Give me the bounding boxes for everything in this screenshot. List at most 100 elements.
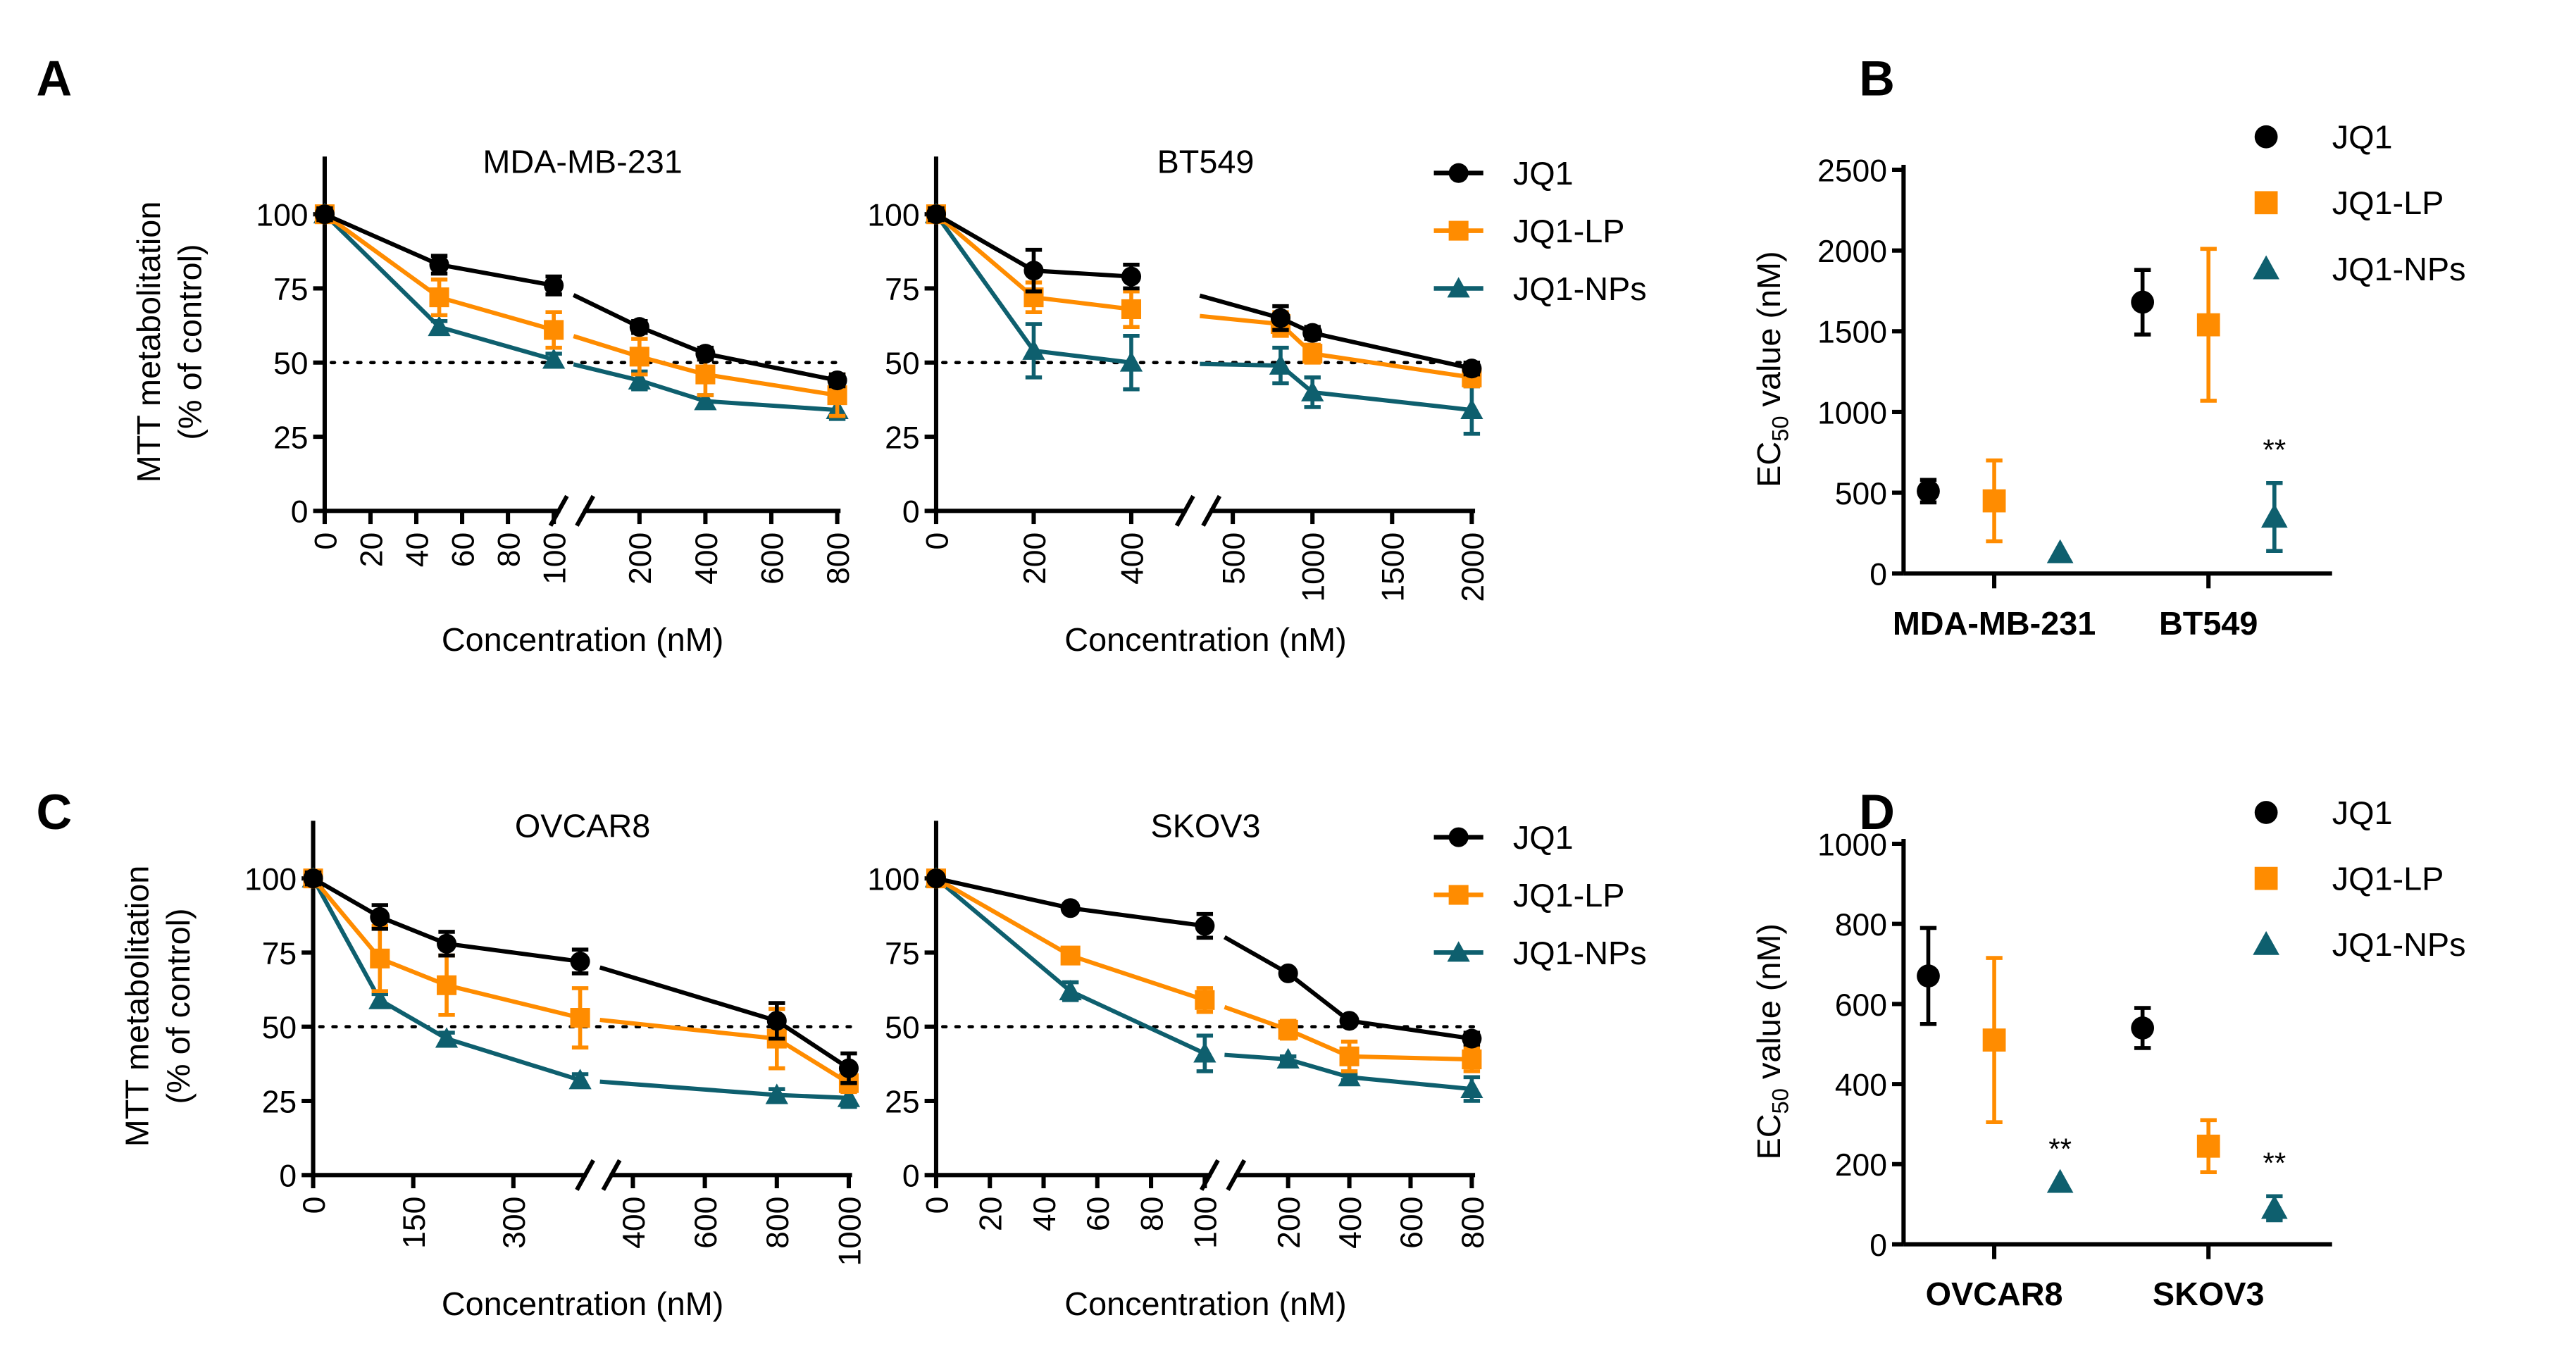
y-tick-label: 100: [867, 199, 919, 233]
y-tick-label: 25: [885, 1085, 919, 1119]
legend-label: JQ1: [2332, 795, 2393, 831]
category-label: BT549: [2159, 605, 2258, 642]
data-point: [1338, 1066, 1361, 1087]
data-point: [544, 275, 564, 296]
legend-marker: [2253, 255, 2279, 280]
y-axis-title-line2: (% of control): [171, 244, 208, 440]
series-line: [312, 876, 580, 964]
axis-break-mark: [601, 1159, 622, 1191]
data-point: [429, 287, 449, 308]
y-tick-label: 75: [262, 937, 297, 971]
data-point-jq1-nps: [2046, 539, 2074, 563]
y-tick-label: 2500: [1817, 154, 1887, 188]
x-tick-label: 800: [761, 1197, 795, 1249]
significance-annotation: **: [2263, 433, 2286, 466]
data-point: [1462, 1028, 1482, 1049]
legend-marker: [1448, 220, 1469, 241]
legend-label: JQ1-NPs: [2332, 251, 2466, 287]
y-tick-label: 50: [273, 347, 308, 381]
data-point: [694, 390, 717, 411]
series-jq1-nps: [924, 866, 1483, 1103]
legend-marker: [2254, 191, 2278, 215]
x-tick-label: 0: [920, 1197, 954, 1214]
y-tick-label: 200: [1835, 1148, 1887, 1183]
y-tick-label: 25: [885, 421, 919, 455]
y-axis-title: EC50 value (nM): [1750, 251, 1793, 487]
x-tick-label: 100: [1189, 1197, 1224, 1249]
x-tick-label: 300: [497, 1197, 532, 1249]
legend: JQ1 JQ1-LP JQ1-NPs: [2253, 795, 2465, 963]
legend: JQ1 JQ1-LP JQ1-NPs: [1433, 155, 1647, 307]
x-tick-label: 800: [821, 532, 856, 585]
line-chart-mda-mb-231: MDA-MB-231 0 25 50 75 100 MTT metabolitation (%…: [130, 144, 856, 659]
series-jq1-lp: [303, 868, 859, 1095]
data-point: [765, 1083, 788, 1104]
series-line: [573, 362, 838, 413]
series-jq1: [314, 204, 847, 391]
series-line: [1224, 1004, 1472, 1062]
data-point: [1301, 380, 1324, 401]
y-tick-label: 1000: [1817, 396, 1887, 430]
x-tick-label: 200: [1018, 532, 1052, 585]
data-point-jq1: [1917, 479, 1940, 503]
data-point-jq1-lp: [1982, 489, 2006, 513]
ec50-chart-mda-mb-231-bt549: 0 500 1000 1500 2000 2500 EC50 value (nM) MDA-M…: [1750, 119, 2466, 642]
line-chart-skov3: SKOV3 0 25 50 75 100 0 20 40 60 80 100 200 400 600 800 C…: [867, 808, 1646, 1323]
data-point: [370, 907, 390, 927]
data-point: [437, 975, 457, 995]
x-tick-label: 20: [354, 532, 389, 567]
chart-title: SKOV3: [1151, 808, 1261, 845]
data-point: [542, 348, 566, 369]
series-line: [599, 965, 850, 1071]
legend-marker: [1448, 885, 1469, 905]
data-point: [568, 1069, 592, 1090]
y-tick-label: 100: [256, 199, 308, 233]
data-point: [428, 316, 451, 337]
series-line: [311, 877, 581, 1083]
data-point-jq1-lp: [2196, 1134, 2220, 1158]
axis-break-mark: [1226, 1159, 1247, 1191]
data-point-jq1-lp: [1982, 1028, 2006, 1052]
significance-annotation: **: [2048, 1133, 2072, 1166]
y-tick-label: 100: [867, 862, 919, 897]
data-point: [1195, 990, 1215, 1010]
legend-label: JQ1: [2332, 119, 2393, 156]
data-point: [827, 370, 847, 391]
data-point: [766, 1011, 787, 1031]
axis-break-mark: [575, 1159, 595, 1191]
y-tick-label: 1500: [1817, 316, 1887, 350]
data-point: [303, 868, 323, 889]
data-point: [1269, 354, 1293, 375]
legend-label: JQ1: [1513, 155, 1574, 192]
y-tick-label: 0: [902, 495, 920, 530]
data-point: [1302, 323, 1323, 343]
data-point-jq1: [2131, 290, 2155, 314]
data-point: [1119, 351, 1143, 372]
data-point: [1195, 916, 1215, 936]
chart-title: OVCAR8: [515, 808, 650, 845]
y-tick-label: 25: [273, 421, 308, 455]
x-tick-label: 500: [1217, 532, 1251, 585]
legend-marker: [1447, 941, 1470, 962]
y-tick-label: 0: [1869, 1228, 1887, 1263]
chart-title: MDA-MB-231: [483, 144, 682, 180]
legend-label: JQ1-NPs: [2332, 926, 2466, 963]
series-line: [1224, 1052, 1472, 1092]
x-tick-label: 60: [1081, 1197, 1116, 1231]
x-tick-label: 1000: [833, 1197, 867, 1266]
legend-label: JQ1-LP: [2332, 185, 2444, 221]
data-point: [370, 948, 390, 968]
series-jq1: [926, 204, 1482, 379]
x-tick-label: 0: [920, 532, 954, 550]
y-tick-label: 50: [262, 1011, 297, 1045]
data-point: [695, 364, 716, 385]
series-jq1: [303, 868, 859, 1085]
x-tick-label: 400: [617, 1197, 652, 1249]
x-tick-label: 0: [297, 1197, 332, 1214]
y-tick-label: 50: [885, 347, 919, 381]
legend-marker: [1448, 827, 1469, 847]
series-jq1-lp: [314, 204, 847, 418]
series-line: [311, 877, 581, 1021]
legend: JQ1 JQ1-LP JQ1-NPs: [2253, 119, 2465, 287]
